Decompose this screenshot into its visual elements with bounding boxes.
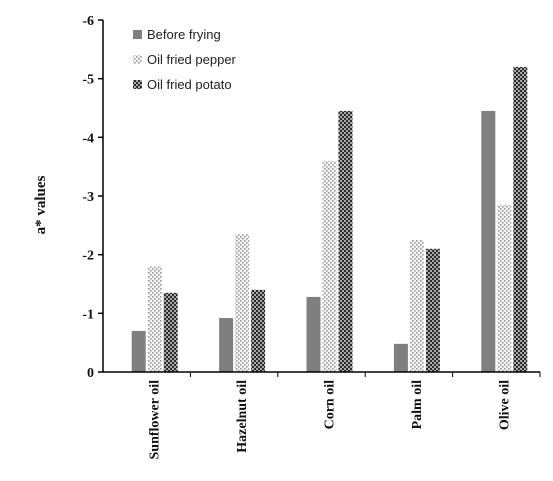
x-tick-label: Olive oil [497, 380, 512, 430]
bar-before-frying-sunflower-oil [131, 330, 146, 372]
bar-oil-fried-potato-corn-oil [338, 110, 353, 372]
bar-oil-fried-potato-olive-oil [513, 66, 528, 372]
legend-swatch-before-frying [133, 30, 142, 39]
bar-before-frying-corn-oil [306, 296, 321, 372]
bar-oil-fried-pepper-olive-oil [497, 204, 512, 372]
y-axis-title-group: a* values [33, 175, 49, 234]
bar-oil-fried-pepper-corn-oil [322, 160, 337, 372]
bar-oil-fried-pepper-palm-oil [409, 240, 424, 372]
y-tick-label: -1 [82, 307, 94, 322]
y-tick-label: -3 [82, 190, 94, 205]
bar-oil-fried-pepper-hazelnut-oil [235, 234, 250, 372]
bar-oil-fried-potato-hazelnut-oil [251, 289, 266, 372]
y-tick-label: -5 [82, 73, 94, 88]
y-tick-label: 0 [87, 366, 94, 381]
bar-oil-fried-pepper-sunflower-oil [147, 266, 162, 372]
legend-swatch-oil-fried-pepper [133, 55, 142, 64]
legend-label-oil-fried-potato: Oil fried potato [147, 77, 232, 92]
legend-label-oil-fried-pepper: Oil fried pepper [147, 52, 237, 67]
legend-label-before-frying: Before frying [147, 27, 221, 42]
y-ticks-group: -6 -5 -4 -3 -2 -1 0 [82, 14, 103, 381]
bar-oil-fried-potato-palm-oil [425, 248, 440, 372]
y-tick-label: -2 [82, 249, 94, 264]
bars-group [131, 66, 528, 372]
bar-before-frying-olive-oil [481, 110, 496, 372]
bar-before-frying-palm-oil [393, 343, 408, 372]
y-tick-label: -4 [82, 131, 94, 146]
y-axis-title: a* values [33, 175, 49, 234]
x-tick-label: Corn oil [323, 380, 338, 430]
x-tick-label: Palm oil [410, 380, 425, 429]
legend-swatch-oil-fried-potato [133, 80, 142, 89]
y-tick-label: -6 [82, 14, 94, 29]
x-tick-label: Hazelnut oil [235, 380, 250, 453]
legend: Before frying Oil fried pepper Oil fried p… [133, 27, 237, 92]
x-labels-group: Sunflower oil Hazelnut oil Corn oil Palm oi… [148, 372, 541, 460]
bar-before-frying-hazelnut-oil [219, 318, 234, 372]
x-tick-label: Sunflower oil [148, 380, 163, 460]
bar-oil-fried-potato-sunflower-oil [163, 292, 178, 372]
